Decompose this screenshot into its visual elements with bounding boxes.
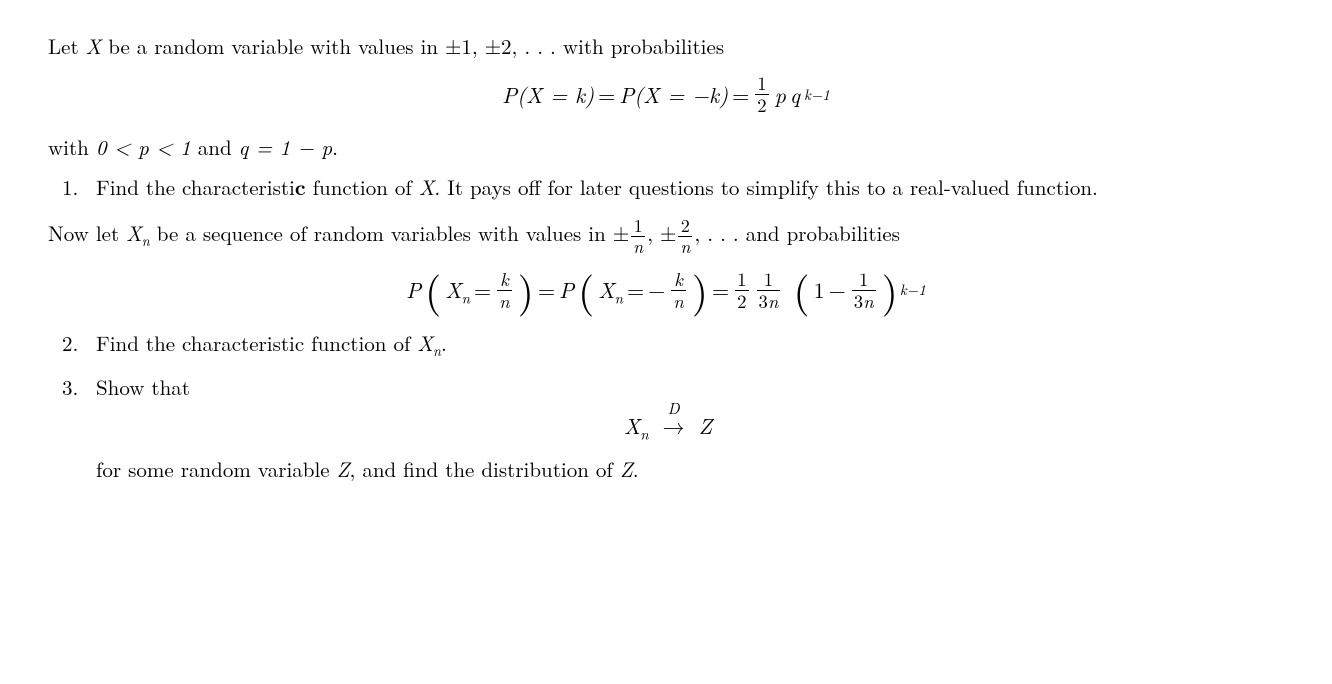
comma: , (647, 218, 660, 248)
frac-1-3n: 13n (757, 270, 781, 310)
pm: ± (660, 218, 676, 248)
P: P (406, 275, 421, 305)
X: X (624, 410, 640, 441)
text: ±1, ±2, . . . (445, 31, 556, 61)
problem-1: 1. Find the characteristic function of X… (92, 173, 1284, 201)
den: 2 (755, 94, 768, 115)
one: 1 (814, 275, 825, 305)
X: X (445, 274, 461, 305)
dot: . (633, 454, 639, 484)
frac-half: 1 2 (755, 74, 768, 114)
text: with probabilities (556, 31, 724, 61)
text: and (191, 132, 239, 162)
text: Find the characteristic function of (96, 328, 417, 358)
n: n (768, 288, 779, 314)
n: n (640, 424, 648, 445)
seq-intro: Now let Xn be a sequence of random varia… (48, 217, 1284, 256)
den: n (678, 236, 692, 256)
Xn: Xn (417, 328, 441, 358)
n: n (433, 341, 441, 361)
Xn: Xn (445, 275, 470, 305)
n: n (497, 290, 512, 311)
den: n (631, 236, 645, 256)
P: P (559, 275, 574, 305)
intro-line-1: Let X be a random variable with values i… (48, 32, 1284, 60)
n: n (615, 288, 623, 309)
text: Let (48, 31, 86, 61)
text: Find the characteristi (96, 172, 295, 202)
text-bold-c: c (295, 172, 306, 202)
text: Now let (48, 218, 126, 248)
eq: = (627, 275, 644, 305)
k: k (497, 270, 512, 290)
n: n (462, 288, 470, 309)
item-number: 3. (62, 373, 78, 401)
Xn: Xn (598, 275, 623, 305)
eq: = (538, 275, 555, 305)
frac-kn: kn (497, 270, 512, 310)
problem-list: 1. Find the characteristic function of X… (48, 173, 1284, 201)
frac-2n: 2n (678, 217, 692, 256)
text: function of (306, 172, 419, 202)
item-number: 1. (62, 173, 78, 201)
var-X: X (419, 172, 435, 202)
text: with (48, 132, 96, 162)
equation-pmf-X: P(X = k) = P(X = −k) = 1 2 pqk−1 (48, 74, 1284, 114)
text: , and find the distribution of (350, 454, 620, 484)
p: p (775, 80, 786, 110)
text: be a random variable with values in (101, 31, 445, 61)
var-X: X (86, 31, 102, 61)
qdef: q = 1 − p (239, 132, 332, 162)
text: for some random variable (96, 454, 337, 484)
Xn-X: X (126, 218, 142, 248)
Z: Z (337, 454, 350, 484)
den: 3n (757, 290, 781, 311)
eq: = (598, 80, 615, 110)
frac-1n: 1n (631, 217, 645, 256)
text: . It pays off for later questions to sim… (434, 172, 1097, 202)
text: , . . . and probabilities (694, 218, 900, 248)
equation-conv-dist: Xn D → Z (52, 411, 1284, 441)
lhs2: P(X = −k) (619, 80, 728, 110)
Z: Z (699, 411, 713, 441)
Xn: Xn (624, 411, 649, 441)
q: q (790, 80, 800, 110)
dot: . (441, 328, 447, 358)
den: 2 (735, 290, 748, 311)
dot: . (332, 132, 338, 162)
eq: = (474, 275, 491, 305)
den: 3n (852, 290, 876, 311)
Xn-n: n (142, 232, 150, 252)
conv-arrow: D → (663, 411, 685, 441)
eq: = (732, 80, 749, 110)
arrow-label-D: D (663, 397, 685, 418)
condition-line: with 0 < p < 1 and q = 1 − p. (48, 133, 1284, 161)
problem-3: 3. Show that Xn D → Z for some random va… (92, 373, 1284, 483)
frac-1-3n-b: 13n (852, 270, 876, 310)
k: k (671, 270, 686, 290)
n: n (863, 288, 874, 314)
n: n (671, 290, 686, 311)
num: 1 (735, 270, 748, 290)
problem-2: 2. Find the characteristic function of X… (92, 329, 1284, 357)
X: X (598, 274, 614, 305)
equation-pmf-Xn: P ( Xn = kn ) = P ( Xn = − kn ) = 12 13n… (48, 270, 1284, 310)
text: Show that (96, 372, 190, 402)
item-number: 2. (62, 329, 78, 357)
ineq: 0 < p < 1 (96, 132, 191, 162)
minus: − (648, 275, 665, 305)
pm: ± (613, 218, 629, 248)
eq: = (712, 275, 729, 305)
Z2: Z (620, 454, 633, 484)
problem-list-2: 2. Find the characteristic function of X… (48, 329, 1284, 484)
frac-kn-neg: kn (671, 270, 686, 310)
X: X (417, 328, 433, 358)
lhs1: P(X = k) (502, 80, 594, 110)
text: be a sequence of random variables with v… (150, 218, 613, 248)
minus: − (829, 275, 846, 305)
frac-half: 12 (735, 270, 748, 310)
